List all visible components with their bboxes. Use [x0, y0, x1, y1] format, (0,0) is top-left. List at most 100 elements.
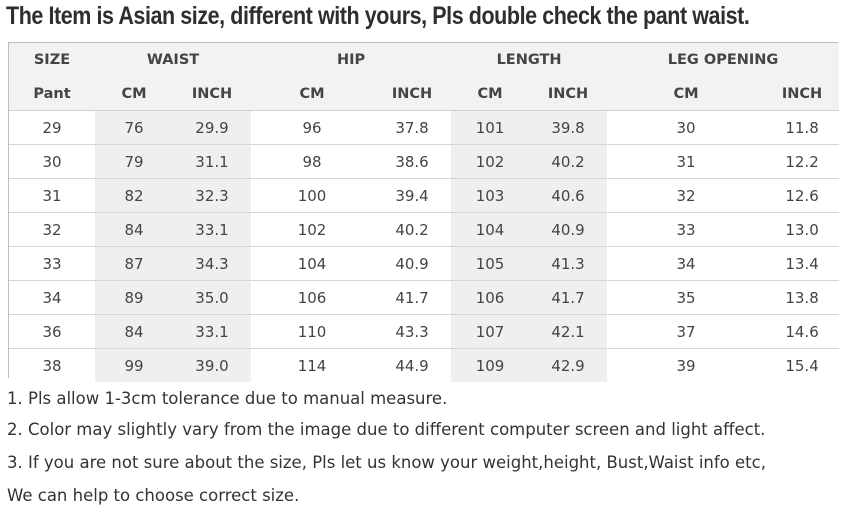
table-cell: 43.3 — [373, 314, 452, 349]
table-cell: 107 — [451, 314, 530, 349]
table-cell: 89 — [95, 280, 173, 315]
table-cell: 41.7 — [373, 280, 452, 315]
table-cell: 40.9 — [373, 246, 452, 281]
table-cell: 33.1 — [173, 212, 252, 247]
table-cell: 40.9 — [529, 212, 608, 247]
table-cell: 87 — [95, 246, 173, 281]
table-cell: 38 — [9, 348, 95, 382]
note-2: 2. Color may slightly vary from the imag… — [7, 420, 766, 439]
table-cell: 12.2 — [765, 144, 840, 179]
table-cell: 36 — [9, 314, 95, 349]
subheader-cell: INCH — [529, 77, 608, 111]
table-cell: 15.4 — [765, 348, 840, 382]
size-chart: SIZE WAIST HIP LENGTH LEG OPENING Pant C… — [8, 42, 840, 382]
table-cell: 35 — [607, 280, 766, 315]
subheader-cell: CM — [251, 77, 374, 111]
sub-header-row: Pant CM INCH CM INCH CM INCH CM INCH — [9, 77, 840, 111]
table-cell: 84 — [95, 314, 173, 349]
table-row: 38 99 39.0 114 44.9 109 42.9 39 15.4 — [9, 348, 840, 382]
table-cell: 37.8 — [373, 110, 452, 145]
table-cell: 40.6 — [529, 178, 608, 213]
table-row: 31 82 32.3 100 39.4 103 40.6 32 12.6 — [9, 178, 840, 213]
table-cell: 42.9 — [529, 348, 608, 382]
subheader-cell: INCH — [765, 77, 840, 111]
table-cell: 103 — [451, 178, 530, 213]
table-cell: 106 — [451, 280, 530, 315]
table-cell: 109 — [451, 348, 530, 382]
page-title: The Item is Asian size, different with y… — [6, 2, 750, 30]
table-cell: 37 — [607, 314, 766, 349]
table-cell: 96 — [251, 110, 374, 145]
table-cell: 41.3 — [529, 246, 608, 281]
table-cell: 32 — [607, 178, 766, 213]
table-cell: 32 — [9, 212, 95, 247]
table-cell: 101 — [451, 110, 530, 145]
table-cell: 44.9 — [373, 348, 452, 382]
table-cell: 76 — [95, 110, 173, 145]
header-length: LENGTH — [451, 43, 608, 77]
table-cell: 32.3 — [173, 178, 252, 213]
table-cell: 13.8 — [765, 280, 840, 315]
header-hip: HIP — [251, 43, 452, 77]
table-cell: 104 — [451, 212, 530, 247]
table-cell: 30 — [9, 144, 95, 179]
table-cell: 39.8 — [529, 110, 608, 145]
header-waist: WAIST — [95, 43, 252, 77]
table-cell: 102 — [251, 212, 374, 247]
table-row: 34 89 35.0 106 41.7 106 41.7 35 13.8 — [9, 280, 840, 315]
table-cell: 31 — [9, 178, 95, 213]
table-cell: 14.6 — [765, 314, 840, 349]
table-cell: 34 — [607, 246, 766, 281]
table-cell: 33 — [9, 246, 95, 281]
table-cell: 30 — [607, 110, 766, 145]
note-3: 3. If you are not sure about the size, P… — [7, 453, 766, 472]
table-cell: 114 — [251, 348, 374, 382]
header-leg-opening: LEG OPENING — [607, 43, 840, 77]
table-cell: 110 — [251, 314, 374, 349]
subheader-cell: Pant — [9, 77, 95, 111]
table-row: 36 84 33.1 110 43.3 107 42.1 37 14.6 — [9, 314, 840, 349]
table-cell: 38.6 — [373, 144, 452, 179]
table-cell: 13.0 — [765, 212, 840, 247]
table-cell: 41.7 — [529, 280, 608, 315]
table-cell: 29 — [9, 110, 95, 145]
table-cell: 106 — [251, 280, 374, 315]
table-cell: 79 — [95, 144, 173, 179]
table-cell: 99 — [95, 348, 173, 382]
subheader-cell: INCH — [173, 77, 252, 111]
table-row: 30 79 31.1 98 38.6 102 40.2 31 12.2 — [9, 144, 840, 179]
table-cell: 11.8 — [765, 110, 840, 145]
table-cell: 34.3 — [173, 246, 252, 281]
table-cell: 102 — [451, 144, 530, 179]
subheader-cell: CM — [95, 77, 173, 111]
table-cell: 33 — [607, 212, 766, 247]
table-row: 33 87 34.3 104 40.9 105 41.3 34 13.4 — [9, 246, 840, 281]
table-body: 29 76 29.9 96 37.8 101 39.8 30 11.8 30 79 31.1 98 38.… — [9, 110, 840, 382]
table-cell: 105 — [451, 246, 530, 281]
table-row: 29 76 29.9 96 37.8 101 39.8 30 11.8 — [9, 110, 840, 145]
table-cell: 104 — [251, 246, 374, 281]
table-cell: 82 — [95, 178, 173, 213]
table-cell: 42.1 — [529, 314, 608, 349]
table-cell: 31 — [607, 144, 766, 179]
table-cell: 29.9 — [173, 110, 252, 145]
table-row: 32 84 33.1 102 40.2 104 40.9 33 13.0 — [9, 212, 840, 247]
header-size: SIZE — [9, 43, 95, 77]
table-cell: 98 — [251, 144, 374, 179]
table-cell: 13.4 — [765, 246, 840, 281]
note-1: 1. Pls allow 1-3cm tolerance due to manu… — [7, 389, 448, 408]
table-cell: 35.0 — [173, 280, 252, 315]
subheader-cell: INCH — [373, 77, 452, 111]
table-cell: 84 — [95, 212, 173, 247]
size-table: SIZE WAIST HIP LENGTH LEG OPENING Pant C… — [9, 43, 840, 382]
table-cell: 39.4 — [373, 178, 452, 213]
table-cell: 33.1 — [173, 314, 252, 349]
table-cell: 12.6 — [765, 178, 840, 213]
subheader-cell: CM — [607, 77, 766, 111]
subheader-cell: CM — [451, 77, 530, 111]
table-cell: 40.2 — [529, 144, 608, 179]
table-cell: 39 — [607, 348, 766, 382]
table-cell: 39.0 — [173, 348, 252, 382]
table-cell: 100 — [251, 178, 374, 213]
note-4: We can help to choose correct size. — [7, 486, 300, 505]
